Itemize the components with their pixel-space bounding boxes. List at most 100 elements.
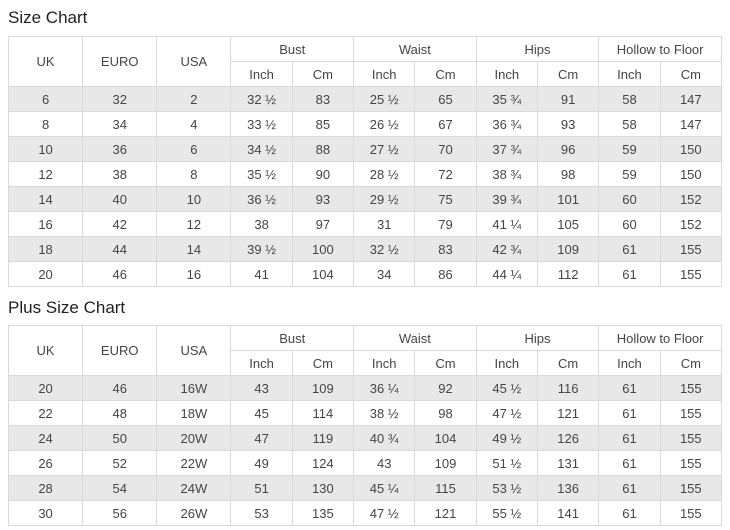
cell-waist-cm: 79 <box>414 211 477 237</box>
cell-hollow-cm: 155 <box>659 475 723 501</box>
cell-hips-inch: 39 ¾ <box>475 186 538 212</box>
cell-hollow-inch: 58 <box>598 111 661 137</box>
cell-hollow-cm: 150 <box>659 136 723 162</box>
table-row: 20 46 16W 43 109 36 ¼ 92 45 ½ 116 61 155 <box>7 375 723 401</box>
cell-hips-inch: 47 ½ <box>475 400 538 426</box>
cell-uk: 8 <box>7 111 84 137</box>
cell-uk: 20 <box>7 375 84 401</box>
cell-uk: 28 <box>7 475 84 501</box>
cell-waist-inch: 31 <box>353 211 416 237</box>
cell-waist-cm: 104 <box>414 425 477 451</box>
cell-waist-cm: 72 <box>414 161 477 187</box>
group-header-waist: Waist <box>353 325 477 351</box>
cell-bust-cm: 97 <box>291 211 355 237</box>
cell-hollow-inch: 61 <box>598 500 661 526</box>
cell-hollow-cm: 152 <box>659 211 723 237</box>
cell-hollow-inch: 59 <box>598 161 661 187</box>
cell-hollow-inch: 60 <box>598 186 661 212</box>
cell-bust-cm: 100 <box>291 236 355 262</box>
unit-header-hollow-to-floor-inch: Inch <box>598 61 661 87</box>
cell-waist-inch: 36 ¼ <box>353 375 416 401</box>
cell-hips-inch: 37 ¾ <box>475 136 538 162</box>
unit-header-bust-inch: Inch <box>230 350 293 376</box>
cell-euro: 40 <box>82 186 158 212</box>
cell-euro: 48 <box>82 400 158 426</box>
table-row: 18 44 14 39 ½ 100 32 ½ 83 42 ¾ 109 61 155 <box>7 236 723 262</box>
unit-header-waist-inch: Inch <box>353 350 416 376</box>
cell-hollow-inch: 61 <box>598 375 661 401</box>
cell-hips-inch: 49 ½ <box>475 425 538 451</box>
cell-euro: 46 <box>82 375 158 401</box>
cell-bust-inch: 43 <box>230 375 293 401</box>
cell-bust-inch: 38 <box>230 211 293 237</box>
cell-usa: 16 <box>156 261 232 287</box>
cell-waist-cm: 83 <box>414 236 477 262</box>
group-header-hips: Hips <box>475 325 600 351</box>
cell-bust-cm: 124 <box>291 450 355 476</box>
cell-hollow-cm: 150 <box>659 161 723 187</box>
cell-waist-inch: 47 ½ <box>353 500 416 526</box>
group-header-waist: Waist <box>353 36 477 62</box>
cell-hollow-cm: 155 <box>659 375 723 401</box>
cell-waist-cm: 121 <box>414 500 477 526</box>
cell-waist-inch: 34 <box>353 261 416 287</box>
header-usa: USA <box>156 325 232 376</box>
table-row: 12 38 8 35 ½ 90 28 ½ 72 38 ¾ 98 59 150 <box>7 161 723 187</box>
cell-euro: 34 <box>82 111 158 137</box>
cell-hollow-inch: 61 <box>598 236 661 262</box>
cell-uk: 6 <box>7 86 84 112</box>
cell-hollow-cm: 152 <box>659 186 723 212</box>
cell-usa: 18W <box>156 400 232 426</box>
group-header-hollow-to-floor: Hollow to Floor <box>598 36 722 62</box>
cell-bust-inch: 39 ½ <box>230 236 293 262</box>
cell-usa: 16W <box>156 375 232 401</box>
header-uk: UK <box>7 36 84 87</box>
cell-bust-inch: 45 <box>230 400 293 426</box>
cell-hollow-inch: 61 <box>598 261 661 287</box>
group-header-hips: Hips <box>475 36 600 62</box>
cell-hips-cm: 116 <box>536 375 600 401</box>
cell-waist-inch: 25 ½ <box>353 86 416 112</box>
cell-usa: 2 <box>156 86 232 112</box>
cell-euro: 50 <box>82 425 158 451</box>
cell-hips-cm: 93 <box>536 111 600 137</box>
cell-uk: 22 <box>7 400 84 426</box>
header-usa: USA <box>156 36 232 87</box>
unit-header-hips-cm: Cm <box>536 350 600 376</box>
cell-hips-inch: 38 ¾ <box>475 161 538 187</box>
cell-bust-inch: 33 ½ <box>230 111 293 137</box>
cell-euro: 52 <box>82 450 158 476</box>
cell-waist-cm: 65 <box>414 86 477 112</box>
table-row: 14 40 10 36 ½ 93 29 ½ 75 39 ¾ 101 60 152 <box>7 186 723 212</box>
cell-hips-cm: 101 <box>536 186 600 212</box>
table-row: 26 52 22W 49 124 43 109 51 ½ 131 61 155 <box>7 450 723 476</box>
cell-bust-inch: 34 ½ <box>230 136 293 162</box>
cell-bust-cm: 88 <box>291 136 355 162</box>
header-euro: EURO <box>82 36 158 87</box>
cell-usa: 10 <box>156 186 232 212</box>
cell-euro: 56 <box>82 500 158 526</box>
cell-usa: 24W <box>156 475 232 501</box>
cell-hollow-inch: 61 <box>598 450 661 476</box>
cell-usa: 12 <box>156 211 232 237</box>
cell-usa: 26W <box>156 500 232 526</box>
cell-bust-cm: 85 <box>291 111 355 137</box>
cell-bust-cm: 119 <box>291 425 355 451</box>
cell-hips-cm: 98 <box>536 161 600 187</box>
unit-header-hips-cm: Cm <box>536 61 600 87</box>
cell-hips-cm: 96 <box>536 136 600 162</box>
group-header-bust: Bust <box>230 325 355 351</box>
plus-size-chart-table: UK EURO USA Bust Waist Hips Hollow to Floor Inc… <box>7 325 723 526</box>
unit-header-hollow-to-floor-cm: Cm <box>659 61 723 87</box>
unit-header-hollow-to-floor-cm: Cm <box>659 350 723 376</box>
cell-bust-inch: 32 ½ <box>230 86 293 112</box>
cell-waist-inch: 38 ½ <box>353 400 416 426</box>
cell-waist-inch: 45 ¼ <box>353 475 416 501</box>
cell-waist-cm: 115 <box>414 475 477 501</box>
cell-hollow-cm: 155 <box>659 425 723 451</box>
cell-waist-inch: 28 ½ <box>353 161 416 187</box>
cell-hips-inch: 44 ¼ <box>475 261 538 287</box>
cell-waist-inch: 27 ½ <box>353 136 416 162</box>
plus-size-chart-title: Plus Size Chart <box>8 298 126 317</box>
